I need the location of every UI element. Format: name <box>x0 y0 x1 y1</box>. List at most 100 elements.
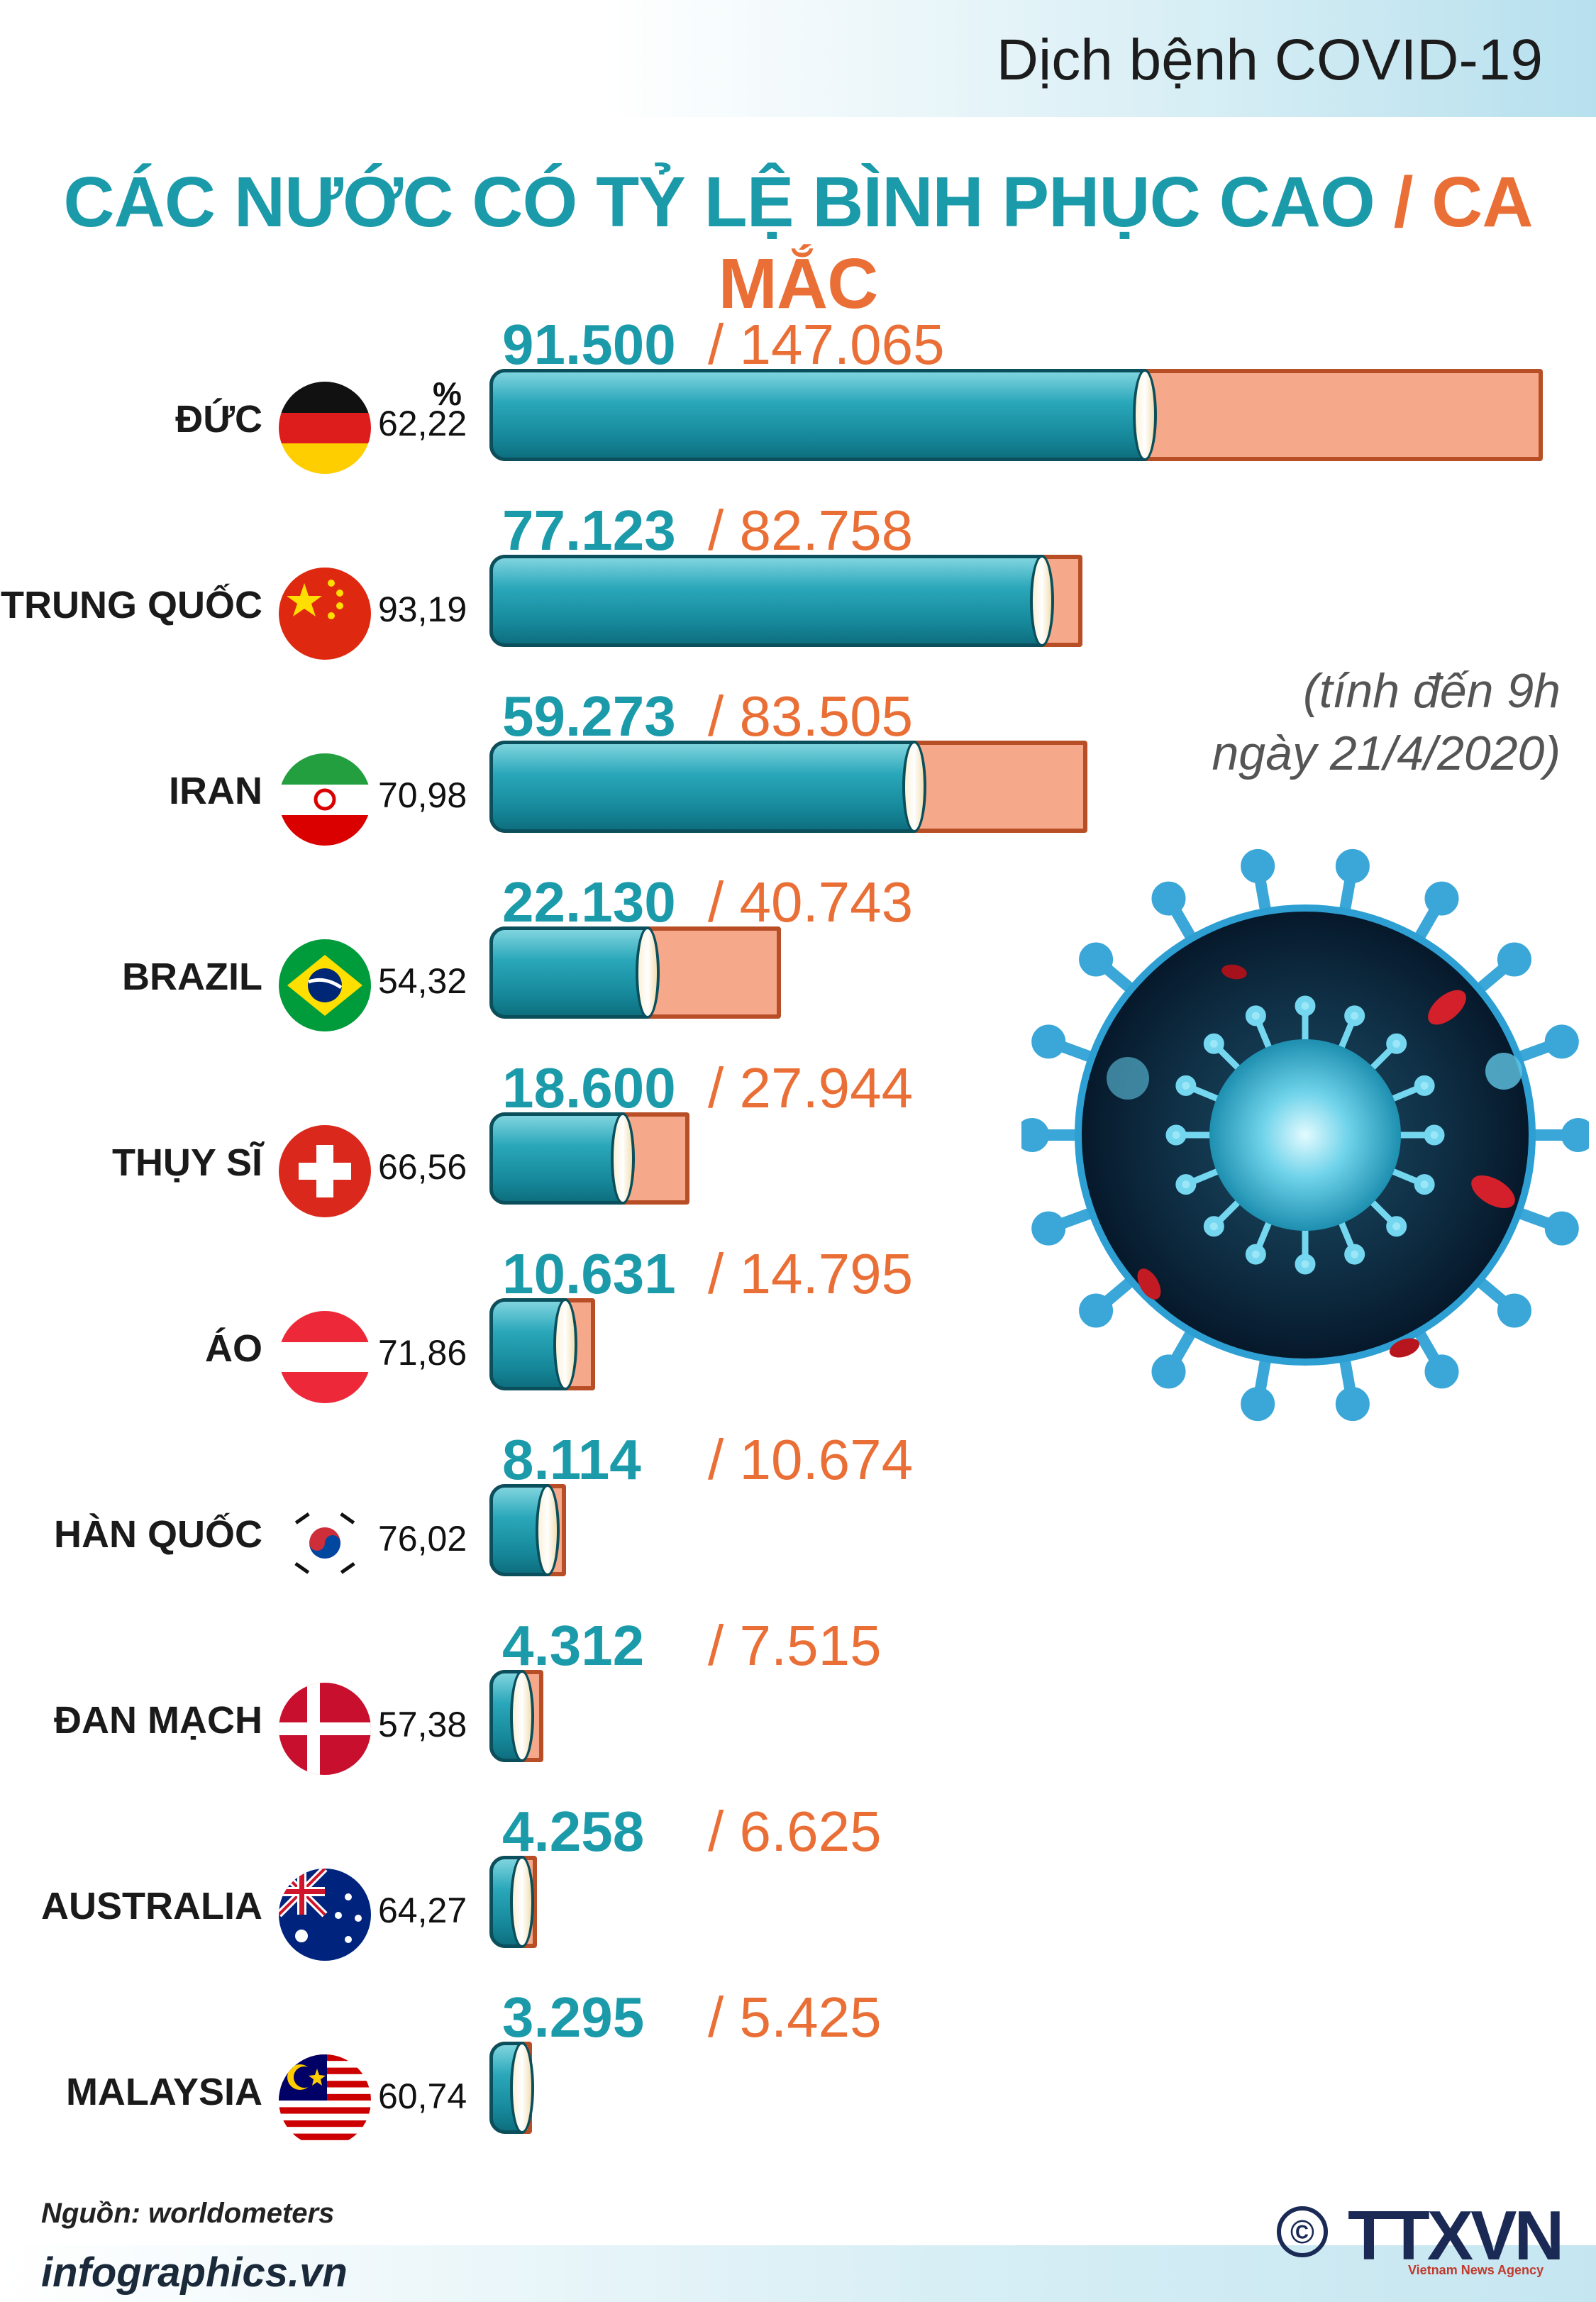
country-name: HÀN QUỐC <box>54 1513 262 1556</box>
virus-spike-tip <box>1031 1024 1066 1059</box>
cases-value-label: 7.515 <box>739 1614 882 1677</box>
denmark-flag-icon <box>279 1683 371 1775</box>
chart-row: 10.631 / 14.795 ÁO 71,86 <box>0 1241 1596 1427</box>
virus-core-spike-tip <box>1175 1075 1197 1096</box>
south-korea-flag-icon <box>279 1497 371 1589</box>
country-name: MALAYSIA <box>65 2071 262 2113</box>
china-flag-icon <box>279 568 371 660</box>
virus-core-spike-tip <box>1245 1244 1266 1265</box>
value-labels: 59.273 / 83.505 <box>502 684 913 749</box>
virus-core-spike-tip <box>1414 1174 1435 1195</box>
title-recovered: CÁC NƯỚC CÓ TỶ LỆ BÌNH PHỤC CAO <box>63 162 1375 242</box>
recovery-rate-label: 54,32 <box>378 961 467 1001</box>
recovery-rate-label: 93,19 <box>378 590 467 629</box>
value-separator: / <box>708 1986 740 2049</box>
site-link[interactable]: infographics.vn <box>41 2250 348 2296</box>
country-name: AUSTRALIA <box>41 1885 262 1927</box>
virus-spike-tip <box>1544 1211 1579 1246</box>
recovered-bar <box>489 369 1145 461</box>
recovered-value-label: 8.114 <box>502 1428 641 1491</box>
chart-row: 3.295 / 5.425 MALAYSIA 60,74 <box>0 1985 1596 2171</box>
iran-flag-icon <box>279 753 371 846</box>
chart-title: CÁC NƯỚC CÓ TỶ LỆ BÌNH PHỤC CAO / CA MẮC <box>0 162 1596 325</box>
source-note: Nguồn: worldometers <box>41 2198 335 2229</box>
recovered-bar-cap <box>610 1112 635 1205</box>
date-note-line1: (tính đến 9h <box>1303 664 1561 718</box>
cases-value-label: 147.065 <box>739 313 945 376</box>
switzerland-flag-icon <box>279 1125 371 1217</box>
value-labels: 77.123 / 82.758 <box>502 498 913 563</box>
value-labels: 91.500 / 147.065 <box>502 312 945 377</box>
brazil-flag-icon <box>279 939 371 1031</box>
cases-value-label: 6.625 <box>739 1800 882 1863</box>
header-band <box>0 0 1596 117</box>
recovered-value-label: 10.631 <box>502 1242 676 1305</box>
chart-row: 8.114 / 10.674 HÀN QUỐC 76,02 <box>0 1427 1596 1613</box>
recovered-bar-cap <box>553 1298 578 1390</box>
recovery-rate-label: 64,27 <box>378 1891 467 1930</box>
recovered-value-label: 22.130 <box>502 870 676 934</box>
virus-spike-tip <box>1424 881 1459 916</box>
virus-core-spike <box>1254 1217 1273 1254</box>
country-name: ĐỨC <box>175 398 262 441</box>
cases-value-label: 27.944 <box>739 1056 914 1119</box>
copyright-icon: © <box>1277 2206 1328 2257</box>
virus-core-spike-tip <box>1203 1216 1224 1237</box>
chart-row: 22.130 / 40.743 BRAZIL 54,32 <box>0 870 1596 1056</box>
virus-core-spike <box>1387 1084 1424 1103</box>
chart-row: 77.123 / 82.758 TRUNG QUỐC 93,19 <box>0 498 1596 684</box>
virus-spike-tip <box>1021 1118 1049 1152</box>
virus-spike-tip <box>1031 1211 1066 1246</box>
virus-core-spike-tip <box>1344 1244 1365 1265</box>
cases-value-label: 40.743 <box>739 870 914 934</box>
recovered-bar <box>489 1112 623 1205</box>
value-separator: / <box>708 1800 740 1863</box>
value-labels: 4.312 / 7.515 <box>502 1613 882 1678</box>
cases-value-label: 82.758 <box>739 499 914 562</box>
title-separator: / <box>1374 162 1432 242</box>
recovery-rate-label: 60,74 <box>378 2076 467 2116</box>
ttxvn-logo-subtitle: Vietnam News Agency <box>1408 2263 1544 2277</box>
virus-core-spike-tip <box>1245 1005 1266 1027</box>
virus-core-spike-tip <box>1203 1033 1224 1054</box>
recovered-value-label: 91.500 <box>502 313 676 376</box>
recovery-rate-label: 57,38 <box>378 1705 467 1744</box>
recovered-bar-cap <box>1029 555 1054 647</box>
percent-header: % <box>433 375 462 412</box>
recovery-rate-label: 66,56 <box>378 1147 467 1187</box>
recovery-rate-label: 70,98 <box>378 775 467 815</box>
cases-value-label: 83.505 <box>739 685 914 748</box>
value-labels: 18.600 / 27.944 <box>502 1056 913 1121</box>
malaysia-flag-icon <box>279 2054 371 2147</box>
country-name: IRAN <box>169 770 262 812</box>
virus-spike-tip <box>1544 1024 1579 1059</box>
title-cases: CA MẮC <box>718 162 1534 323</box>
chart-row: 18.600 / 27.944 THỤY SĨ 66,56 <box>0 1056 1596 1241</box>
recovered-bar <box>489 741 914 833</box>
austria-flag-icon <box>279 1311 371 1403</box>
recovered-value-label: 18.600 <box>502 1056 676 1119</box>
cases-value-label: 5.425 <box>739 1986 882 2049</box>
recovered-value-label: 4.258 <box>502 1800 645 1863</box>
virus-core-spike-tip <box>1175 1174 1197 1195</box>
country-name: ĐAN MẠCH <box>54 1699 262 1742</box>
virus-core-spike <box>1387 1167 1424 1186</box>
virus-spike-tip <box>1079 1293 1114 1328</box>
australia-flag-icon <box>279 1869 371 1961</box>
recovered-bar-cap <box>510 1856 534 1948</box>
recovered-bar-cap <box>510 1670 534 1762</box>
country-name: ÁO <box>205 1327 262 1370</box>
virus-core-spike <box>1337 1217 1356 1254</box>
cases-value-label: 14.795 <box>739 1242 914 1305</box>
virus-core-spike-tip <box>1295 995 1316 1017</box>
recovered-bar-cap <box>636 926 660 1019</box>
virus-core-spike-tip <box>1414 1075 1435 1096</box>
ttxvn-logo: TTXVN <box>1348 2196 1564 2274</box>
virus-core-spike-tip <box>1424 1124 1445 1146</box>
virus-core-spike-tip <box>1344 1005 1365 1027</box>
recovered-value-label: 4.312 <box>502 1614 645 1677</box>
value-labels: 8.114 / 10.674 <box>502 1427 913 1493</box>
virus-spike-tip <box>1335 848 1370 883</box>
virus-spike-tip <box>1151 1354 1186 1389</box>
virus-core-spike-tip <box>1295 1254 1316 1275</box>
